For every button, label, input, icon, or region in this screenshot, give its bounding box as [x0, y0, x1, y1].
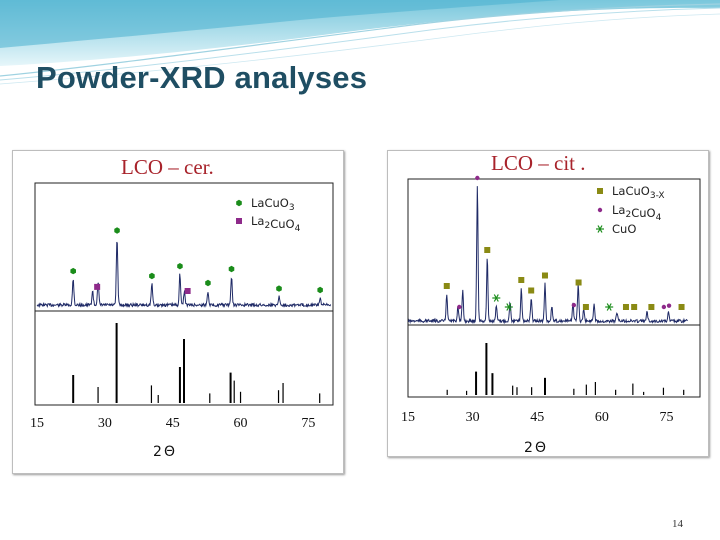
- phase-marker: [504, 303, 513, 311]
- phase-marker: [94, 283, 101, 290]
- x-axis-label: 2Θ: [524, 440, 548, 456]
- legend-marker: [236, 218, 242, 224]
- phase-marker: [184, 288, 191, 294]
- diffraction-pattern-line: [36, 241, 332, 309]
- x-tick-label: 30: [466, 410, 480, 425]
- phase-marker: [575, 279, 582, 286]
- legend-marker: [596, 225, 604, 233]
- legend-label: CuO: [612, 222, 636, 236]
- phase-marker: [541, 272, 548, 279]
- legend-label: LaCuO3: [251, 196, 295, 213]
- phase-marker: [70, 267, 76, 275]
- legend-marker: [236, 199, 242, 207]
- phase-marker: [228, 265, 235, 273]
- x-tick-label: 45: [166, 416, 180, 431]
- x-tick-label: 60: [595, 410, 609, 425]
- phase-marker: [114, 227, 120, 234]
- phase-marker: [149, 272, 155, 280]
- phase-marker: [317, 286, 323, 294]
- phase-marker: [678, 304, 685, 310]
- phase-marker: [528, 287, 535, 294]
- phase-marker: [605, 303, 614, 311]
- legend-marker: [597, 207, 603, 213]
- chart-panel-lco-cit: 15 30 45 60 75 2Θ LaCuO3-X La2CuO4 CuO LCO – cit…: [387, 150, 709, 457]
- phase-marker: [631, 304, 638, 310]
- legend-label: La2CuO4: [251, 214, 301, 234]
- phase-marker: [518, 277, 525, 283]
- plot-frame: [407, 178, 701, 398]
- chart-title: LCO – cer.: [121, 155, 214, 179]
- phase-marker: [484, 247, 491, 253]
- phase-marker: [177, 263, 183, 270]
- phase-marker: [457, 304, 462, 310]
- x-tick-label: 15: [30, 416, 44, 431]
- x-tick-label: 75: [301, 416, 315, 431]
- diffraction-pattern-line: [407, 186, 688, 325]
- chart-panel-lco-cer: 15 30 45 60 75 2Θ LaCuO3 La2CuO4 LCO – cer.: [12, 150, 344, 474]
- phase-marker: [475, 175, 480, 181]
- phase-marker: [205, 279, 211, 287]
- phase-marker: [571, 302, 577, 308]
- x-axis-label: 2Θ: [153, 444, 177, 460]
- phase-marker: [492, 294, 501, 302]
- x-tick-label: 45: [530, 410, 544, 425]
- plot-frame: [34, 182, 334, 406]
- phase-marker: [582, 304, 589, 310]
- legend-label: LaCuO3-X: [612, 184, 665, 201]
- phase-marker: [661, 304, 667, 310]
- phase-marker: [443, 283, 450, 289]
- page-number: 14: [672, 518, 683, 530]
- phase-marker: [648, 304, 655, 310]
- x-tick-label: 15: [401, 410, 415, 425]
- legend-marker: [597, 188, 603, 194]
- header-banner: [0, 0, 720, 85]
- phase-marker: [276, 285, 282, 292]
- phase-marker: [666, 303, 672, 308]
- phase-marker: [622, 304, 629, 310]
- x-tick-label: 30: [98, 416, 112, 431]
- chart-title: LCO – cit .: [491, 151, 586, 175]
- x-tick-label: 75: [659, 410, 673, 425]
- legend-label: La2CuO4: [612, 203, 662, 223]
- x-tick-label: 60: [234, 416, 248, 431]
- slide-title: Powder-XRD analyses: [36, 60, 368, 95]
